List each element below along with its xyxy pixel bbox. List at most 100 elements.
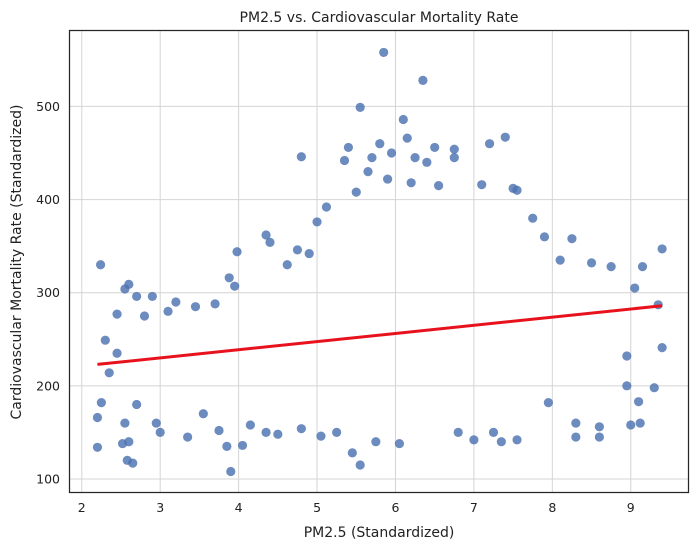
data-point: [104, 368, 114, 378]
data-point: [398, 114, 408, 125]
x-tick-label: 3: [156, 500, 164, 515]
data-point: [214, 425, 224, 436]
data-point: [512, 185, 522, 195]
data-point: [316, 431, 326, 441]
data-point: [351, 187, 361, 197]
x-tick-labels: 2 3 4 5 6 7 8 9: [78, 500, 635, 515]
data-point: [630, 283, 640, 293]
data-point: [261, 230, 271, 240]
data-point: [383, 174, 393, 184]
data-point: [594, 422, 604, 432]
data-point: [183, 432, 193, 442]
y-tick-label: 400: [36, 192, 60, 207]
data-point: [422, 157, 432, 167]
data-point: [132, 399, 142, 410]
data-point: [449, 144, 459, 154]
data-point: [96, 397, 106, 408]
y-tick-labels: 100 200 300 400 500: [36, 99, 60, 487]
y-tick-label: 100: [36, 471, 60, 486]
data-point: [379, 47, 389, 58]
data-point: [594, 432, 604, 442]
data-point: [633, 397, 644, 407]
x-tick-label: 5: [313, 500, 321, 515]
data-point: [265, 237, 275, 248]
data-point: [586, 258, 597, 268]
data-point: [606, 262, 616, 272]
data-point: [245, 420, 255, 430]
data-point: [230, 281, 240, 291]
data-point: [190, 302, 201, 312]
data-point: [226, 466, 236, 477]
data-point: [649, 383, 659, 393]
data-point: [637, 262, 648, 272]
data-point: [528, 213, 538, 223]
data-point: [124, 279, 134, 289]
grid-lines: [70, 31, 688, 492]
data-point: [124, 437, 134, 447]
data-point: [304, 248, 314, 259]
data-point: [484, 139, 495, 149]
data-point: [112, 309, 122, 319]
data-point: [555, 255, 565, 265]
data-point: [571, 418, 581, 428]
data-point: [449, 153, 459, 163]
data-point: [453, 427, 463, 437]
x-tick-label: 4: [235, 500, 243, 515]
data-point: [488, 427, 499, 437]
data-point: [232, 247, 242, 257]
data-point: [321, 202, 332, 212]
data-point: [224, 273, 234, 283]
data-point: [92, 412, 103, 423]
data-point: [363, 167, 373, 177]
data-point: [500, 132, 510, 142]
data-point: [132, 291, 142, 302]
data-point: [496, 437, 506, 447]
data-point: [410, 153, 420, 163]
data-point: [430, 142, 440, 153]
x-tick-label: 2: [78, 500, 86, 515]
data-point: [657, 343, 667, 353]
data-point: [657, 244, 667, 254]
data-point: [237, 440, 248, 451]
data-point: [92, 442, 103, 452]
data-point: [512, 435, 522, 445]
data-point: [477, 180, 487, 190]
data-point: [222, 441, 232, 451]
x-tick-label: 8: [548, 500, 556, 515]
data-point: [296, 152, 306, 162]
data-point: [261, 427, 271, 437]
data-point: [273, 429, 283, 439]
data-point: [355, 460, 365, 470]
data-point: [571, 432, 581, 442]
data-point: [402, 133, 412, 143]
data-point: [567, 234, 577, 244]
data-point: [635, 418, 645, 428]
x-tick-label: 6: [391, 500, 399, 515]
data-point: [539, 232, 550, 242]
data-point: [296, 424, 306, 434]
data-point: [469, 435, 479, 445]
x-axis-label: PM2.5 (Standardized): [304, 525, 455, 541]
chart-title: PM2.5 vs. Cardiovascular Mortality Rate: [240, 10, 519, 26]
data-point: [112, 348, 122, 358]
data-point: [347, 448, 357, 458]
data-point: [355, 102, 365, 112]
data-point: [418, 75, 428, 85]
data-point: [151, 418, 161, 428]
data-point: [312, 217, 322, 227]
data-point: [163, 306, 173, 316]
data-point: [120, 418, 130, 428]
data-point: [282, 260, 292, 270]
data-point: [543, 397, 554, 408]
data-point: [367, 153, 377, 163]
x-tick-label: 9: [627, 500, 635, 515]
data-point: [128, 458, 138, 468]
regression-line: [97, 304, 663, 366]
data-point: [434, 180, 444, 191]
data-point: [332, 427, 342, 437]
data-point: [386, 148, 397, 158]
data-point: [292, 245, 303, 255]
data-point: [139, 311, 150, 321]
y-axis-label: Cardiovascular Mortality Rate (Standardi…: [9, 105, 25, 420]
